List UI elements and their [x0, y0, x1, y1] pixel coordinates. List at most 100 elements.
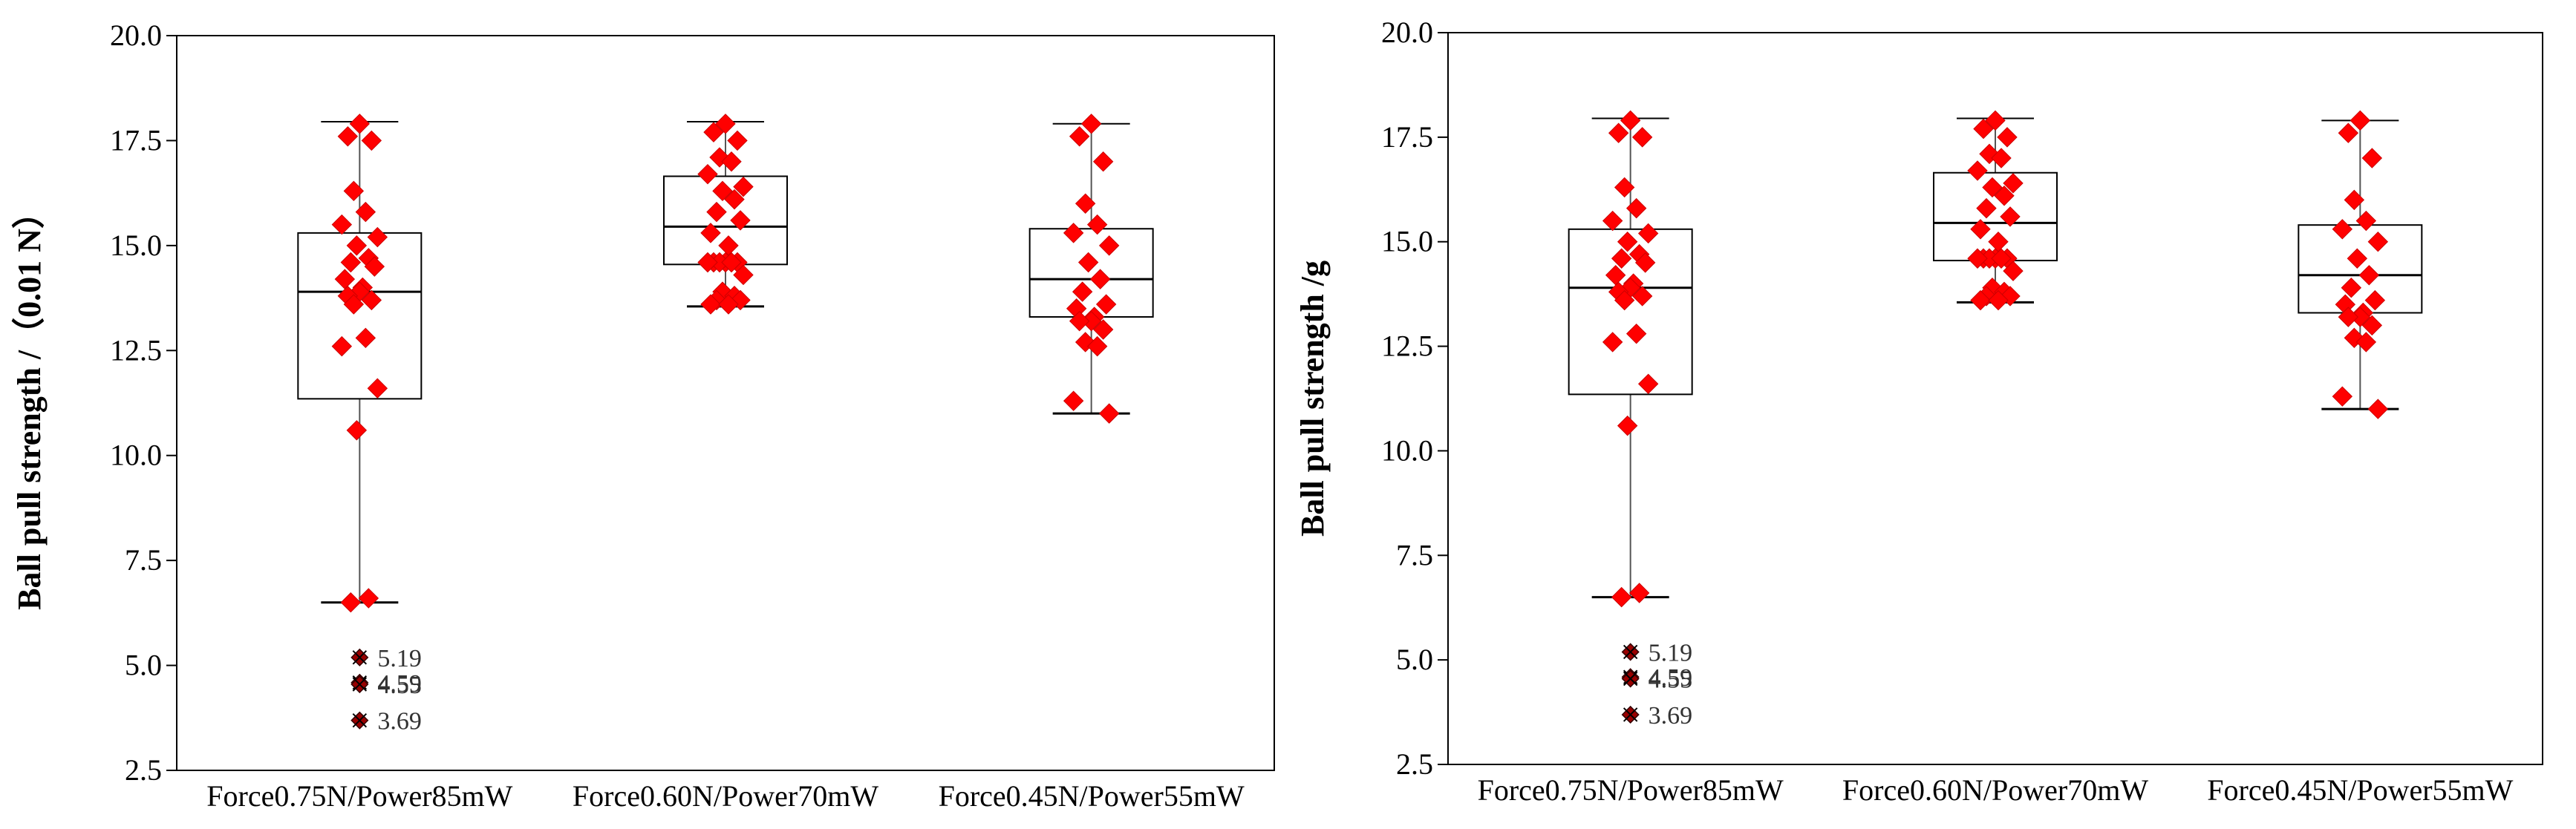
data-point	[1086, 335, 1108, 357]
outlier-label: 4.59	[1649, 664, 1693, 692]
data-point	[1637, 373, 1659, 394]
points-group-2	[697, 114, 754, 315]
outlier: 5.19	[350, 645, 422, 672]
data-point	[1626, 197, 1647, 219]
outlier-label: 3.69	[1649, 702, 1693, 730]
outlier-label: 3.69	[377, 708, 422, 735]
data-point	[733, 264, 754, 286]
chart-panel-2: 2.5 5.0 7.5 10.0 12.5 15.0 17.5 20.0 Ball pull s…	[1294, 16, 2543, 807]
data-point	[1973, 118, 1994, 140]
data-point	[343, 294, 365, 315]
data-point	[1985, 110, 2006, 131]
data-point	[355, 327, 376, 349]
data-point	[721, 252, 742, 273]
data-point	[1628, 583, 1650, 603]
data-point	[346, 235, 368, 256]
data-point	[2003, 173, 2024, 194]
data-point	[337, 126, 359, 147]
outlier-marker-cross	[352, 677, 368, 692]
data-point	[1982, 177, 2003, 198]
data-point	[2332, 386, 2353, 407]
data-point	[1092, 319, 1114, 340]
y-tick-label: 17.5	[1381, 120, 1433, 154]
chart-panel-1: 2.5 5.0 7.5 10.0 12.5 15.0 17.5 20.0 Ball pull s…	[11, 19, 1275, 813]
data-point	[724, 189, 745, 210]
category-label: Force0.45N/Power55mW	[2207, 773, 2513, 807]
category-label: Force0.75N/Power85mW	[206, 779, 512, 813]
data-point	[2350, 110, 2371, 131]
data-point	[367, 226, 388, 248]
data-point	[2338, 122, 2359, 143]
outlier-marker-cross	[352, 650, 368, 665]
plot-frame	[176, 35, 1275, 771]
data-point	[1608, 122, 1629, 143]
data-point	[2361, 315, 2383, 336]
outlier: 3.69	[1621, 702, 1693, 730]
outlier-marker-cross	[1623, 707, 1638, 722]
box-2	[1933, 117, 2058, 304]
plot-frame	[1447, 32, 2543, 765]
outlier: 4.59	[1621, 664, 1693, 692]
data-point	[340, 592, 362, 613]
outlier: 4.55	[350, 672, 422, 699]
data-point	[1637, 223, 1659, 244]
data-point	[1614, 289, 1635, 311]
y-tick-label: 10.0	[1381, 433, 1433, 467]
data-point	[1098, 403, 1120, 424]
data-point	[2364, 289, 2386, 311]
data-point	[358, 588, 379, 609]
data-point	[2000, 206, 2021, 227]
y-tick-label: 2.5	[1396, 747, 1433, 781]
y-axis-label: Ball pull strength /（0.01 N）	[11, 196, 48, 610]
data-point	[1611, 248, 1632, 269]
data-point	[1092, 151, 1114, 172]
data-point	[715, 114, 736, 134]
data-point	[730, 210, 751, 231]
data-point	[1614, 177, 1635, 198]
outlier-marker-cross	[1623, 671, 1638, 687]
y-tick-label: 12.5	[1381, 330, 1433, 363]
outlier-marker-cross	[1623, 644, 1638, 660]
outlier: 5.19	[1621, 639, 1692, 666]
data-point	[331, 335, 353, 357]
y-tick-label: 15.0	[110, 229, 162, 262]
y-tick-label: 7.5	[1396, 538, 1433, 571]
y-tick-label: 10.0	[110, 439, 162, 472]
data-point	[712, 180, 733, 202]
data-point	[1077, 252, 1099, 273]
points-group-3	[1063, 114, 1120, 424]
y-tick-label: 20.0	[110, 19, 162, 52]
data-point	[1631, 286, 1653, 307]
y-tick-label: 2.5	[125, 753, 162, 787]
data-point	[1997, 127, 2018, 148]
iqr-box	[1028, 228, 1154, 318]
y-tick-label: 17.5	[110, 123, 162, 157]
y-tick-label: 5.0	[125, 649, 162, 682]
data-point	[1063, 390, 1084, 411]
data-point	[2361, 148, 2383, 168]
points-group-2	[1967, 110, 2024, 311]
data-point	[1080, 114, 1102, 134]
category-label: Force0.45N/Power55mW	[939, 779, 1245, 813]
data-point	[343, 180, 365, 202]
data-point	[361, 289, 382, 311]
data-point	[2358, 265, 2380, 286]
data-point	[1626, 323, 1647, 344]
data-point	[1991, 148, 2012, 168]
data-point	[1967, 248, 1988, 269]
data-point	[361, 130, 382, 151]
box-2	[663, 120, 788, 308]
data-point	[340, 252, 362, 273]
y-axis-label: Ball pull strength /g	[1294, 261, 1331, 537]
outlier: 3.69	[350, 708, 422, 735]
data-point	[2355, 332, 2377, 353]
category-label: Force0.75N/Power85mW	[1478, 773, 1784, 807]
category-label: Force0.60N/Power70mW	[1842, 773, 2148, 807]
data-point	[355, 201, 376, 223]
data-point	[1069, 126, 1090, 147]
iqr-box	[297, 232, 423, 400]
data-point	[1602, 210, 1623, 232]
data-point	[367, 378, 388, 399]
